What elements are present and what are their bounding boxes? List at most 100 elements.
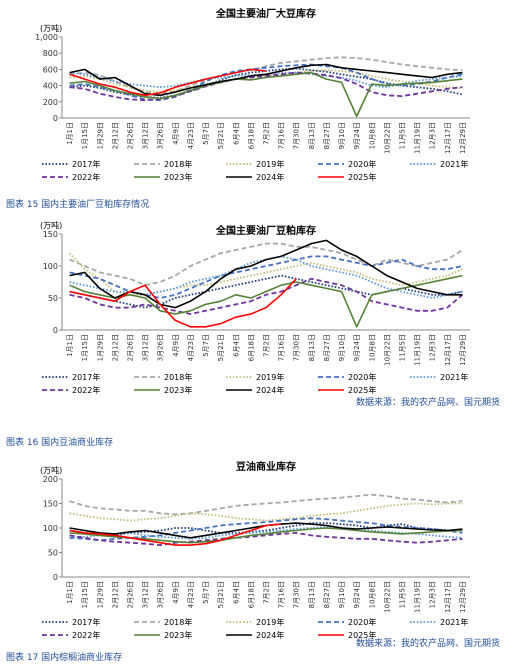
x-tick-label: 5月21日 <box>217 334 225 361</box>
x-tick-label: 6月4日 <box>232 334 240 357</box>
x-tick-label: 6月18日 <box>247 581 255 608</box>
legend-label: 2025年 <box>348 630 376 640</box>
x-tick-label: 12月17日 <box>444 122 452 154</box>
x-tick-label: 10月22日 <box>383 581 391 613</box>
legend-label: 2024年 <box>256 385 284 395</box>
y-tick-label: 0 <box>53 114 58 123</box>
series-line <box>69 255 463 299</box>
x-tick-label: 5月7日 <box>202 334 210 357</box>
y-tick-label: 1,000 <box>35 33 58 42</box>
x-tick-label: 10月22日 <box>383 334 391 366</box>
legend-label: 2022年 <box>72 630 100 640</box>
x-tick-label: 2月12日 <box>111 581 119 608</box>
x-tick-label: 12月3日 <box>429 122 437 149</box>
x-tick-label: 1月29日 <box>96 122 104 149</box>
x-tick-label: 5月21日 <box>217 581 225 608</box>
legend-label: 2020年 <box>348 372 376 382</box>
x-tick-label: 4月9日 <box>172 122 180 145</box>
x-tick-label: 8月13日 <box>308 122 316 149</box>
series-line <box>69 523 282 546</box>
x-tick-label: 3月12日 <box>142 122 150 149</box>
x-tick-label: 10月22日 <box>383 122 391 154</box>
x-tick-label: 7月16日 <box>278 334 286 361</box>
legend-label: 2023年 <box>164 630 192 640</box>
x-tick-label: 11月19日 <box>414 581 422 613</box>
x-tick-label: 2月12日 <box>111 122 119 149</box>
x-tick-label: 12月29日 <box>459 334 467 366</box>
x-tick-label: 6月4日 <box>232 581 240 604</box>
series-line <box>69 274 463 328</box>
x-tick-label: 9月10日 <box>338 122 346 149</box>
series-line <box>69 71 463 118</box>
x-tick-label: 7月30日 <box>293 334 301 361</box>
x-tick-label: 11月19日 <box>414 122 422 154</box>
x-tick-label: 10月8日 <box>368 122 376 149</box>
x-tick-label: 8月27日 <box>323 122 331 149</box>
y-tick-label: 200 <box>43 475 58 484</box>
x-tick-label: 9月24日 <box>353 122 361 149</box>
x-tick-label: 7月16日 <box>278 581 286 608</box>
x-tick-label: 1月1日 <box>66 581 74 604</box>
legend-label: 2021年 <box>440 617 468 627</box>
y-tick-label: 400 <box>43 82 58 91</box>
series-line <box>69 63 463 97</box>
legend-label: 2021年 <box>440 372 468 382</box>
legend-label: 2024年 <box>256 630 284 640</box>
x-tick-label: 2月12日 <box>111 334 119 361</box>
figure-caption: 图表 15 国内主要油厂豆粕库存情况 <box>6 198 149 210</box>
y-tick-label: 150 <box>43 230 58 239</box>
x-tick-label: 1月1日 <box>66 122 74 145</box>
x-tick-label: 6月4日 <box>232 122 240 145</box>
x-tick-label: 3月26日 <box>157 122 165 149</box>
y-tick-label: 50 <box>48 294 58 303</box>
x-tick-label: 9月10日 <box>338 334 346 361</box>
x-tick-label: 3月26日 <box>157 334 165 361</box>
x-tick-label: 1月29日 <box>96 581 104 608</box>
x-tick-label: 2月26日 <box>127 122 135 149</box>
x-tick-label: 10月8日 <box>368 581 376 608</box>
series-line <box>69 278 297 328</box>
y-tick-label: 100 <box>43 262 58 271</box>
x-tick-label: 7月2日 <box>263 122 271 145</box>
x-tick-label: 4月23日 <box>187 581 195 608</box>
x-tick-label: 2月26日 <box>127 581 135 608</box>
series-line <box>69 71 463 102</box>
source-note: 数据来源：我的农产品网、国元期货 <box>356 396 500 408</box>
x-tick-label: 11月5日 <box>399 334 407 361</box>
x-tick-label: 11月5日 <box>399 122 407 149</box>
y-axis-label: (万吨) <box>40 220 62 230</box>
y-tick-label: 150 <box>43 500 58 509</box>
x-tick-label: 9月24日 <box>353 334 361 361</box>
x-tick-label: 7月16日 <box>278 122 286 149</box>
x-tick-label: 9月10日 <box>338 581 346 608</box>
series-line <box>69 493 463 516</box>
legend-label: 2018年 <box>164 617 192 627</box>
chart-title: 豆油商业库存 <box>236 460 296 473</box>
source-note: 数据来源：我的农产品网、国元期货 <box>356 637 500 649</box>
y-tick-label: 100 <box>43 524 58 533</box>
x-tick-label: 12月3日 <box>429 581 437 608</box>
legend-label: 2019年 <box>256 372 284 382</box>
series-line <box>69 502 463 522</box>
x-tick-label: 7月30日 <box>293 122 301 149</box>
figure-caption: 图表 16 国内豆油商业库存 <box>6 436 113 448</box>
legend-label: 2023年 <box>164 385 192 395</box>
series-line <box>68 252 463 296</box>
series-line <box>69 242 463 287</box>
x-tick-label: 12月29日 <box>459 122 467 154</box>
x-tick-label: 1月29日 <box>96 334 104 361</box>
x-tick-label: 8月27日 <box>323 581 331 608</box>
legend-label: 2022年 <box>72 385 100 395</box>
legend-label: 2025年 <box>348 385 376 395</box>
x-tick-label: 8月13日 <box>308 581 316 608</box>
x-tick-label: 4月23日 <box>187 334 195 361</box>
x-tick-label: 1月15日 <box>81 581 89 608</box>
x-tick-label: 7月30日 <box>293 581 301 608</box>
series-line <box>69 68 267 97</box>
legend-label: 2019年 <box>256 159 284 169</box>
series-line <box>69 522 463 537</box>
x-tick-label: 8月27日 <box>323 334 331 361</box>
y-tick-label: 0 <box>53 326 58 335</box>
